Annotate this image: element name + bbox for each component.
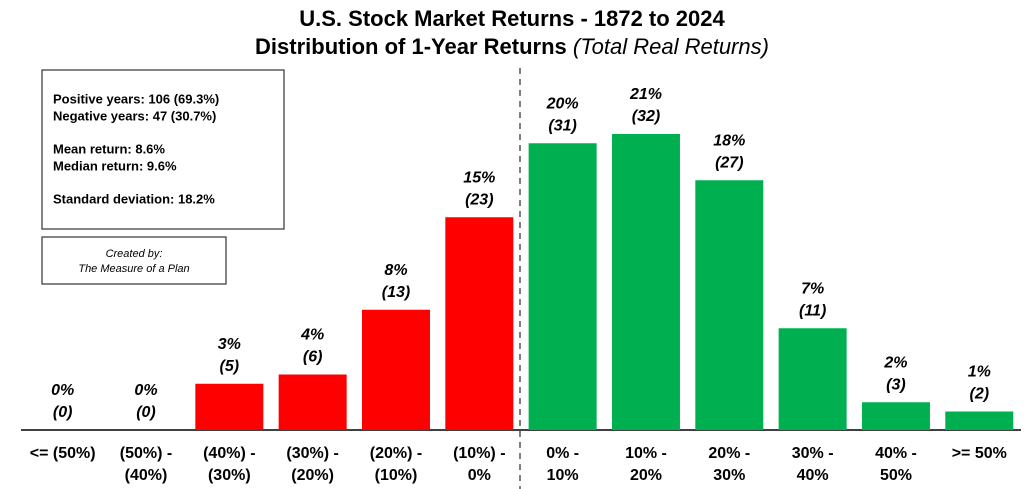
value-label: (2) (970, 386, 990, 403)
x-tick-label: (40%) - (203, 445, 255, 462)
bar (445, 217, 514, 430)
percent-label: 18% (713, 132, 745, 149)
value-label: (0) (53, 404, 73, 421)
percent-label: 4% (300, 327, 324, 344)
subtitle-note: (Total Real Returns) (573, 34, 769, 59)
credit-line: The Measure of a Plan (78, 263, 189, 275)
x-tick-label: 0% (468, 467, 491, 484)
value-label: (11) (799, 302, 826, 319)
x-tick-label: 10% - (625, 445, 667, 462)
bar (695, 180, 764, 430)
percent-label: 2% (883, 354, 907, 371)
percent-label: 3% (218, 336, 241, 353)
bar (195, 383, 264, 430)
bar (861, 402, 930, 430)
stat-line: Median return: 9.6% (53, 158, 177, 173)
x-tick-label: (30%) - (286, 445, 338, 462)
x-tick-label: (10%) - (453, 445, 505, 462)
value-label: (5) (220, 358, 240, 375)
x-tick-label: 10% (547, 467, 579, 484)
percent-label: 21% (629, 86, 662, 103)
x-tick-label: 20% (630, 467, 662, 484)
percent-label: 0% (134, 382, 157, 399)
value-label: (6) (303, 349, 323, 366)
value-label: (27) (715, 154, 743, 171)
subtitle-main: Distribution of 1-Year Returns (255, 34, 567, 59)
value-label: (31) (548, 117, 576, 134)
bar (528, 143, 597, 430)
chart-subtitle: Distribution of 1-Year Returns (Total Re… (255, 34, 769, 59)
x-tick-label: 20% - (708, 445, 750, 462)
value-label: (3) (886, 376, 906, 393)
stat-line: Mean return: 8.6% (53, 141, 165, 156)
stat-line: Standard deviation: 18.2% (53, 191, 215, 206)
value-label: (32) (632, 108, 660, 125)
value-label: (23) (465, 191, 493, 208)
x-tick-label: (40%) (125, 467, 168, 484)
chart-title: U.S. Stock Market Returns - 1872 to 2024 (299, 6, 725, 31)
bar (361, 309, 430, 430)
percent-label: 7% (801, 280, 824, 297)
x-tick-label: <= (50%) (30, 445, 96, 462)
x-tick-label: 40% - (875, 445, 917, 462)
x-tick-label: 50% (880, 467, 912, 484)
x-tick-label: (30%) (208, 467, 251, 484)
x-tick-label: (20%) - (370, 445, 422, 462)
bar (611, 134, 680, 430)
x-tick-label: (10%) (375, 467, 418, 484)
value-label: (0) (136, 404, 156, 421)
stat-line: Negative years: 47 (30.7%) (53, 108, 216, 123)
percent-label: 1% (968, 364, 991, 381)
percent-label: 15% (463, 169, 495, 186)
stat-line: Positive years: 106 (69.3%) (53, 91, 219, 106)
bar (778, 328, 847, 430)
value-label: (13) (382, 284, 410, 301)
credit-box (41, 236, 227, 285)
stats-box (41, 69, 285, 230)
x-tick-label: 40% (797, 467, 829, 484)
percent-label: 8% (384, 262, 407, 279)
percent-label: 20% (546, 95, 579, 112)
percent-label: 0% (51, 382, 74, 399)
x-tick-label: >= 50% (952, 445, 1007, 462)
credit-line: Created by: (106, 248, 163, 260)
bar (945, 411, 1014, 430)
x-tick-label: 30% - (792, 445, 834, 462)
x-tick-label: 30% (713, 467, 745, 484)
x-tick-label: (20%) (291, 467, 334, 484)
bar (278, 374, 347, 430)
x-tick-label: 0% - (546, 445, 579, 462)
x-tick-label: (50%) - (120, 445, 172, 462)
